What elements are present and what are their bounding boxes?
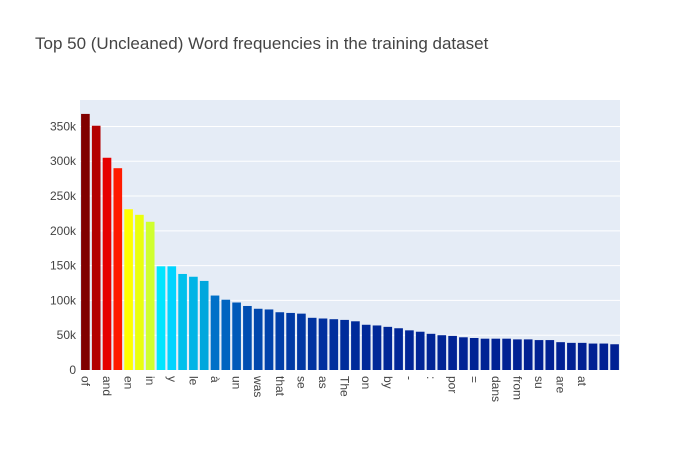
- bar[interactable]: [415, 331, 425, 370]
- bar[interactable]: [318, 318, 328, 370]
- bar[interactable]: [286, 312, 295, 370]
- bar[interactable]: [351, 321, 360, 370]
- x-tick-label: by: [381, 376, 395, 389]
- bar[interactable]: [243, 305, 252, 370]
- bar[interactable]: [329, 319, 339, 370]
- y-tick-label: 250k: [50, 189, 77, 203]
- x-tick-label: =: [467, 376, 481, 383]
- y-tick-label: 0: [69, 363, 76, 377]
- y-axis-ticks: 0 50k 100k 150k 200k 250k 300k 350k: [50, 119, 77, 377]
- bar[interactable]: [556, 342, 565, 370]
- x-tick-label: su: [532, 376, 546, 389]
- x-tick-label: that: [273, 376, 287, 397]
- bar[interactable]: [253, 308, 263, 370]
- y-tick-label: 50k: [57, 328, 77, 342]
- bar[interactable]: [264, 309, 274, 370]
- x-tick-label: on: [359, 376, 373, 389]
- bar[interactable]: [588, 343, 598, 370]
- y-tick-label: 300k: [50, 154, 77, 168]
- x-tick-label: in: [143, 376, 157, 385]
- bar[interactable]: [81, 113, 90, 370]
- bar[interactable]: [426, 333, 436, 370]
- bar[interactable]: [372, 325, 382, 370]
- bar[interactable]: [523, 339, 533, 370]
- bar[interactable]: [102, 157, 112, 370]
- bar[interactable]: [491, 338, 501, 370]
- bar[interactable]: [178, 273, 187, 370]
- y-tick-label: 100k: [50, 293, 77, 307]
- x-tick-label: en: [122, 376, 136, 389]
- bar[interactable]: [469, 337, 479, 370]
- bar[interactable]: [480, 338, 490, 370]
- bar[interactable]: [567, 342, 576, 370]
- bar[interactable]: [361, 324, 371, 370]
- x-tick-label: dans: [489, 376, 503, 402]
- x-tick-label: from: [510, 376, 524, 400]
- bar[interactable]: [448, 335, 457, 370]
- x-tick-label: por: [446, 376, 460, 393]
- bar[interactable]: [145, 221, 155, 370]
- bar[interactable]: [199, 280, 209, 370]
- bar[interactable]: [91, 125, 101, 370]
- bar[interactable]: [221, 299, 231, 370]
- x-tick-label: and: [100, 376, 114, 396]
- bar[interactable]: [599, 343, 609, 370]
- x-axis-ticks: of and en in y le à un was that se as The on by -: por = d…: [78, 375, 589, 402]
- bar[interactable]: [210, 295, 220, 370]
- bar[interactable]: [167, 266, 177, 370]
- bar[interactable]: [545, 340, 555, 370]
- bar[interactable]: [232, 302, 241, 371]
- bar[interactable]: [135, 214, 144, 370]
- y-tick-label: 150k: [50, 259, 77, 273]
- bar[interactable]: [383, 326, 393, 370]
- bar[interactable]: [437, 335, 447, 370]
- grid-lines: [80, 125, 620, 336]
- bar[interactable]: [340, 319, 349, 370]
- bar[interactable]: [502, 338, 511, 370]
- chart-title: Top 50 (Uncleaned) Word frequencies in t…: [35, 34, 489, 53]
- x-tick-label: The: [338, 376, 352, 397]
- bar[interactable]: [577, 342, 587, 370]
- bar[interactable]: [394, 328, 403, 370]
- y-tick-label: 350k: [50, 119, 77, 133]
- bar[interactable]: [610, 344, 619, 370]
- bar[interactable]: [113, 168, 123, 370]
- x-tick-label: se: [294, 376, 308, 389]
- x-tick-label: :: [424, 376, 438, 379]
- bar[interactable]: [459, 337, 468, 370]
- bar[interactable]: [307, 317, 317, 370]
- x-tick-label: was: [251, 375, 265, 397]
- y-tick-label: 200k: [50, 224, 77, 238]
- bar[interactable]: [513, 339, 522, 370]
- x-tick-label: à: [208, 376, 222, 383]
- x-tick-label: of: [78, 376, 92, 387]
- bar[interactable]: [189, 276, 198, 370]
- bar[interactable]: [405, 330, 414, 370]
- x-tick-label: le: [186, 376, 200, 386]
- x-tick-label: un: [230, 376, 244, 389]
- bar[interactable]: [156, 266, 166, 370]
- x-tick-label: -: [402, 376, 416, 380]
- bar[interactable]: [297, 313, 306, 370]
- x-tick-label: at: [575, 376, 589, 387]
- bars: [81, 113, 619, 371]
- bar[interactable]: [275, 312, 285, 370]
- bar[interactable]: [124, 209, 133, 370]
- x-tick-label: are: [554, 376, 568, 394]
- x-tick-label: as: [316, 376, 330, 389]
- x-tick-label: y: [165, 376, 179, 382]
- bar[interactable]: [534, 340, 544, 370]
